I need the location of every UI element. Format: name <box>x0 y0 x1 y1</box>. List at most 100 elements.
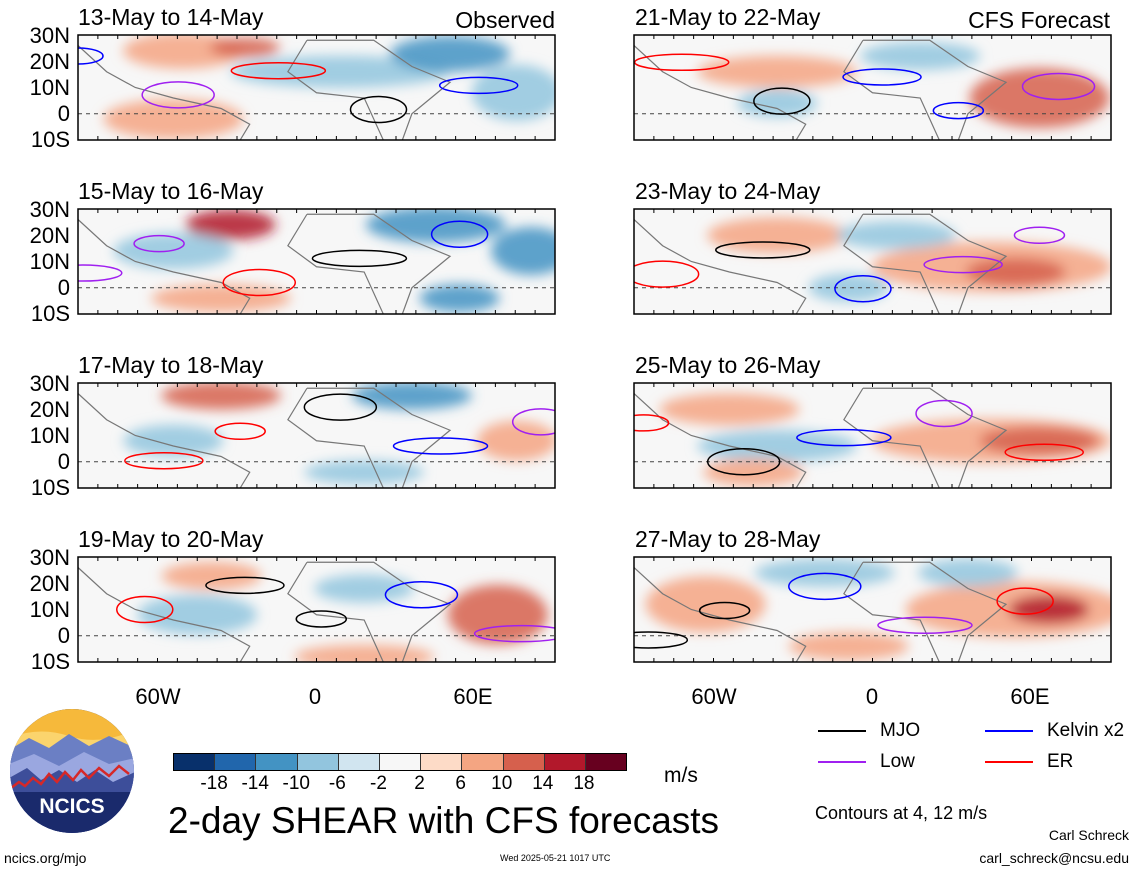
coastline-americas <box>634 567 807 662</box>
coastline-africa <box>287 387 452 488</box>
panel-title: 27-May to 28-May <box>635 526 821 552</box>
shear-anomaly-blob <box>103 99 244 139</box>
legend-label: MJO <box>880 720 921 741</box>
lon-label: 60W <box>691 684 737 709</box>
wave-contour <box>311 249 408 268</box>
legend-label: Low <box>880 751 915 772</box>
lat-label: 10S <box>30 475 70 500</box>
colorbar-tick-label: -6 <box>328 773 346 794</box>
lat-label: 0 <box>57 101 70 126</box>
legend-line <box>985 761 1033 763</box>
shear-anomaly-blob <box>351 383 472 410</box>
wave-contour <box>1021 72 1096 101</box>
wave-contour <box>303 393 378 421</box>
shear-anomaly-blob <box>113 233 234 269</box>
lat-label: 10N <box>29 249 70 274</box>
wave-contour <box>715 241 811 259</box>
map-panel-field <box>78 35 555 140</box>
colorbar-swatch <box>174 754 216 770</box>
wave-contour <box>698 601 751 620</box>
colorbar-swatch <box>585 754 627 770</box>
panel-title: 15-May to 16-May <box>78 178 264 204</box>
legend-line <box>818 761 866 763</box>
colorbar <box>173 753 627 771</box>
wave-contour <box>634 260 700 288</box>
wave-contour <box>753 87 811 115</box>
wave-contour <box>634 414 670 432</box>
map-panel-field <box>634 557 1111 662</box>
shear-anomaly-blob <box>697 55 858 88</box>
shear-anomaly-blob <box>1008 595 1089 624</box>
shear-anomaly-blob <box>151 284 292 313</box>
shear-anomaly-blob <box>419 284 500 313</box>
lon-label: 60W <box>135 684 181 709</box>
colorbar-tick-label: -14 <box>241 773 269 794</box>
logo-text: NCICS <box>39 795 104 818</box>
lat-label: 0 <box>57 623 70 648</box>
wave-contour <box>78 264 123 282</box>
footer-email[interactable]: carl_schreck@ncsu.edu <box>979 850 1129 866</box>
panel-title: 17-May to 18-May <box>78 352 264 378</box>
lat-label: 10N <box>29 75 70 100</box>
shear-anomaly-blob <box>697 430 858 462</box>
shear-anomaly-blob <box>123 424 224 457</box>
ncics-logo: NCICS <box>10 709 134 833</box>
coastline-africa <box>287 213 452 314</box>
panel-title: 21-May to 22-May <box>635 4 821 30</box>
map-panel-field <box>634 35 1111 140</box>
colorbar-swatch <box>297 754 339 770</box>
map-panel-field <box>78 209 555 314</box>
panel-title: 25-May to 26-May <box>635 352 821 378</box>
shear-anomaly-blob <box>365 209 506 243</box>
lon-label: 60E <box>453 684 493 709</box>
wave-contour <box>706 448 781 476</box>
colorbar-tick-label: -10 <box>282 773 310 794</box>
shear-anomaly-blob <box>860 42 981 70</box>
coastline-americas <box>634 45 807 140</box>
wave-contour <box>473 624 555 643</box>
shear-anomaly-blob <box>965 258 1066 286</box>
shear-anomaly-blob <box>788 632 909 661</box>
coastline-africa <box>843 561 1008 662</box>
legend-label: Kelvin x2 <box>1047 720 1125 741</box>
shear-anomaly-blob <box>979 426 1100 455</box>
wave-contour <box>295 610 348 628</box>
lat-label: 10N <box>29 423 70 448</box>
main-title: 2-day SHEAR with CFS forecasts <box>168 800 720 841</box>
shear-anomaly-blob <box>230 55 451 88</box>
footer-timestamp: Wed 2025-05-21 1017 UTC <box>500 853 611 863</box>
shear-anomaly-blob <box>390 35 511 72</box>
shear-anomaly-blob <box>707 217 848 254</box>
legend-label: ER <box>1047 751 1074 772</box>
shear-anomaly-blob <box>447 584 548 645</box>
wave-contour <box>214 422 266 441</box>
shear-anomaly-blob <box>836 221 957 250</box>
shear-anomaly-blob <box>185 209 276 240</box>
shear-anomaly-blob <box>659 393 800 426</box>
footer-url[interactable]: ncics.org/mjo <box>4 850 87 866</box>
colorbar-swatch <box>421 754 463 770</box>
wave-contour <box>438 76 519 95</box>
lat-label: 30N <box>29 545 70 570</box>
shear-anomaly-blob <box>314 574 415 603</box>
coastline-americas <box>634 393 807 488</box>
shear-anomaly-blob <box>209 37 280 58</box>
contours-note: Contours at 4, 12 m/s <box>815 803 988 823</box>
legend-er: ER <box>985 751 1073 773</box>
colorbar-swatch <box>503 754 545 770</box>
wave-contour <box>788 572 862 601</box>
lat-label: 20N <box>29 397 70 422</box>
shear-anomaly-blob <box>304 460 425 485</box>
shear-anomaly-blob <box>294 644 435 662</box>
map-panel-field <box>634 383 1111 488</box>
shear-anomaly-blob <box>917 558 1018 587</box>
lat-label: 10N <box>29 597 70 622</box>
coastline-africa <box>287 39 452 140</box>
legend-kelvin: Kelvin x2 <box>985 720 1124 742</box>
panel-title: 19-May to 20-May <box>78 526 264 552</box>
wave-contour <box>78 47 104 65</box>
wave-contour <box>222 268 297 297</box>
wave-contour <box>1013 226 1066 244</box>
wave-contour <box>996 587 1054 615</box>
map-panel-field <box>634 209 1111 314</box>
